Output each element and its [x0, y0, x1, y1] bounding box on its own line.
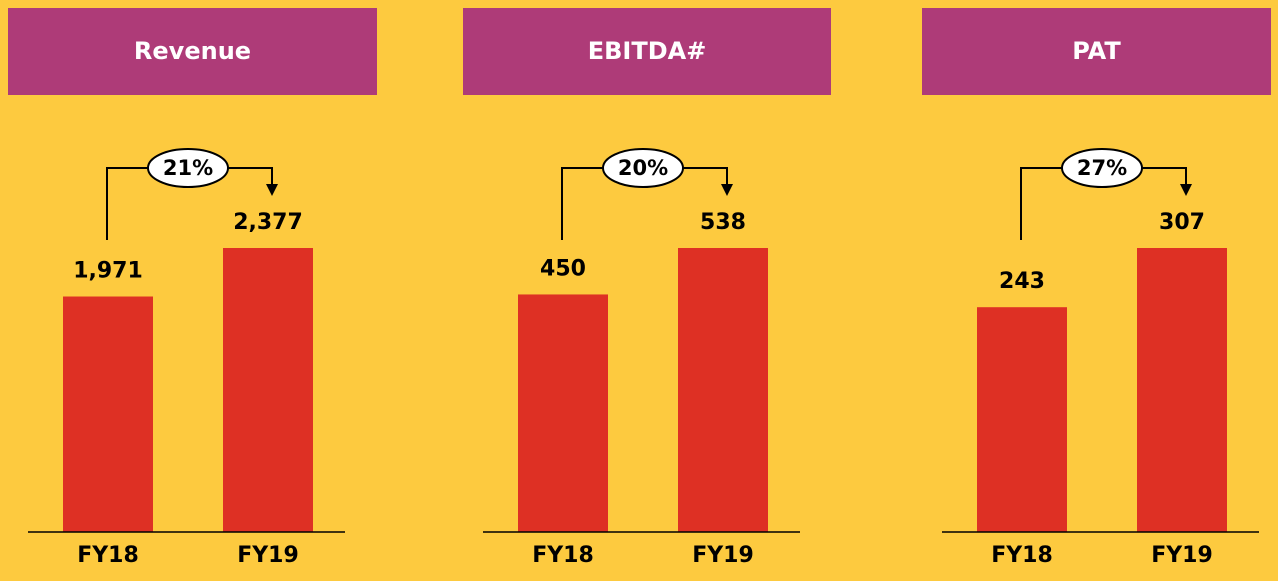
chart-title: EBITDA# — [588, 37, 707, 65]
x-tick-label: FY18 — [77, 543, 139, 568]
arrow-head — [1180, 184, 1192, 196]
annotation-bubble — [1061, 148, 1143, 188]
arrow-head — [266, 184, 278, 196]
header — [463, 8, 831, 95]
value-label: 1,971 — [73, 259, 143, 284]
bar — [977, 307, 1067, 532]
value-label: 2,377 — [233, 210, 303, 235]
bar — [223, 248, 313, 532]
x-tick-label: FY19 — [237, 543, 299, 568]
annotation: 20% — [618, 156, 668, 180]
annotation-bubble — [147, 148, 229, 188]
chart-title: PAT — [1072, 37, 1121, 65]
arrow-head — [721, 184, 733, 196]
x-tick-label: FY18 — [532, 543, 594, 568]
value-label: 307 — [1159, 210, 1205, 235]
annotation: 21% — [163, 156, 213, 180]
annotation: 27% — [1077, 156, 1127, 180]
bar — [678, 248, 768, 532]
x-tick-label: FY19 — [1151, 543, 1213, 568]
header — [8, 8, 377, 95]
header — [922, 8, 1271, 95]
bar — [1137, 248, 1227, 532]
x-tick-label: FY19 — [692, 543, 754, 568]
x-tick-label: FY18 — [991, 543, 1053, 568]
chart-title: Revenue — [134, 37, 251, 65]
annotation-bubble — [602, 148, 684, 188]
value-label: 243 — [999, 269, 1045, 294]
bar — [518, 294, 608, 532]
bar — [63, 296, 153, 532]
value-label: 538 — [700, 210, 746, 235]
value-label: 450 — [540, 256, 586, 281]
